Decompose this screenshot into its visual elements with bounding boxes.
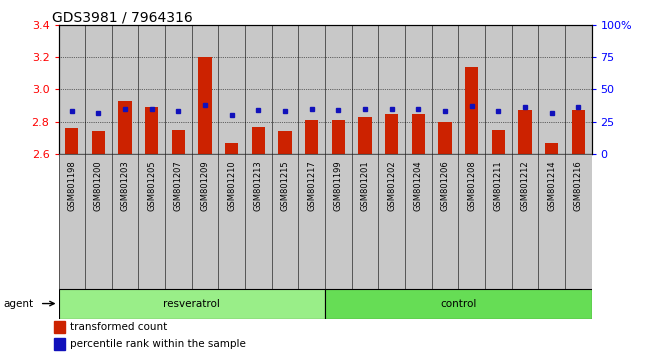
Bar (198, 57, 212, 154)
Bar (325, 25, 352, 154)
Bar (432, 25, 458, 154)
Bar (378, 25, 405, 154)
Text: GSM801210: GSM801210 (227, 161, 236, 211)
Bar (512, 25, 538, 154)
Bar (358, 117, 372, 154)
Bar (305, 120, 318, 154)
FancyBboxPatch shape (58, 289, 325, 319)
Bar (225, 143, 239, 154)
Text: GSM801216: GSM801216 (574, 161, 582, 211)
Bar (92, 131, 105, 154)
Bar (138, 154, 165, 289)
Bar (458, 154, 485, 289)
Bar (538, 154, 565, 289)
Bar (411, 114, 425, 154)
Bar (112, 154, 138, 289)
Bar (485, 25, 512, 154)
Text: GSM801198: GSM801198 (68, 161, 76, 211)
Bar (192, 25, 218, 154)
Text: GSM801204: GSM801204 (414, 161, 422, 211)
Bar (192, 154, 218, 289)
Bar (85, 154, 112, 289)
Bar (298, 25, 325, 154)
Bar (54, 321, 64, 333)
Text: GSM801217: GSM801217 (307, 161, 316, 211)
Text: GSM801215: GSM801215 (281, 161, 289, 211)
Text: GSM801199: GSM801199 (334, 161, 343, 211)
Bar (352, 25, 378, 154)
Bar (58, 25, 85, 154)
Bar (458, 25, 485, 154)
Bar (565, 154, 592, 289)
Text: agent: agent (3, 298, 33, 309)
Text: GSM801213: GSM801213 (254, 161, 263, 211)
Bar (491, 130, 505, 154)
FancyBboxPatch shape (325, 289, 592, 319)
Bar (405, 25, 432, 154)
Text: control: control (440, 298, 476, 309)
Bar (245, 154, 272, 289)
Text: GSM801208: GSM801208 (467, 161, 476, 211)
Bar (165, 25, 192, 154)
Bar (405, 154, 432, 289)
Bar (138, 25, 165, 154)
Bar (485, 154, 512, 289)
Text: GSM801201: GSM801201 (361, 161, 369, 211)
Bar (278, 131, 292, 154)
Bar (332, 120, 345, 154)
Bar (465, 67, 478, 154)
Text: GSM801202: GSM801202 (387, 161, 396, 211)
Text: resveratrol: resveratrol (163, 298, 220, 309)
Bar (118, 101, 132, 154)
Bar (145, 107, 159, 154)
Bar (538, 25, 565, 154)
Bar (85, 25, 112, 154)
Text: GSM801200: GSM801200 (94, 161, 103, 211)
Bar (272, 25, 298, 154)
Text: GSM801203: GSM801203 (121, 161, 129, 211)
Bar (172, 130, 185, 154)
Bar (298, 154, 325, 289)
Bar (438, 122, 452, 154)
Bar (272, 154, 298, 289)
Bar (325, 154, 352, 289)
Text: GSM801209: GSM801209 (201, 161, 209, 211)
Bar (112, 25, 138, 154)
Text: GSM801212: GSM801212 (521, 161, 529, 211)
Bar (54, 338, 64, 350)
Bar (252, 126, 265, 154)
Bar (565, 25, 592, 154)
Bar (545, 143, 558, 154)
Bar (432, 154, 458, 289)
Bar (385, 114, 398, 154)
Bar (518, 110, 532, 154)
Bar (378, 154, 405, 289)
Bar (571, 110, 585, 154)
Bar (218, 154, 245, 289)
Bar (58, 154, 85, 289)
Text: GSM801205: GSM801205 (148, 161, 156, 211)
Bar (165, 154, 192, 289)
Bar (352, 154, 378, 289)
Text: GSM801207: GSM801207 (174, 161, 183, 211)
Text: percentile rank within the sample: percentile rank within the sample (70, 339, 246, 349)
Bar (218, 25, 245, 154)
Text: GSM801214: GSM801214 (547, 161, 556, 211)
Bar (512, 154, 538, 289)
Bar (65, 128, 79, 154)
Text: GDS3981 / 7964316: GDS3981 / 7964316 (52, 11, 193, 25)
Text: GSM801211: GSM801211 (494, 161, 502, 211)
Bar (245, 25, 272, 154)
Text: transformed count: transformed count (70, 322, 167, 332)
Text: GSM801206: GSM801206 (441, 161, 449, 211)
